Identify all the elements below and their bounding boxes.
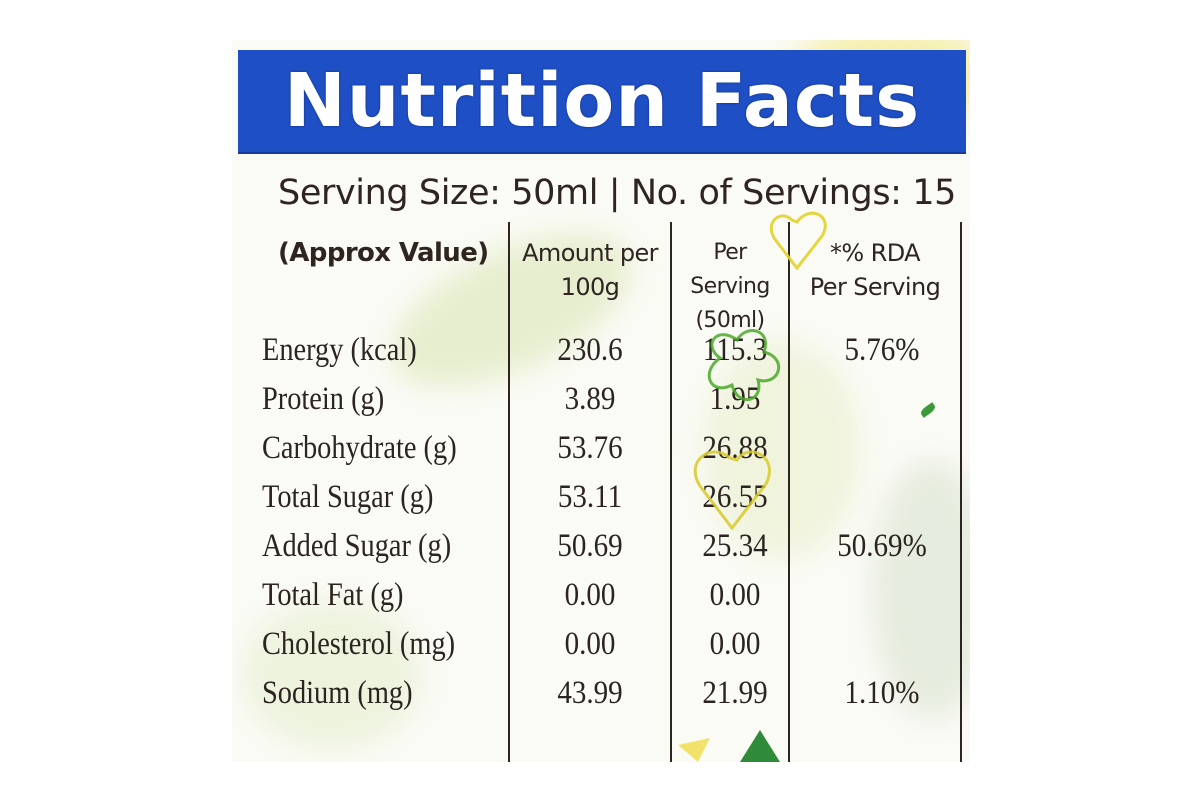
amount-per-100g: 53.11 [557,479,623,515]
column-header-approx: (Approx Value) [278,238,489,268]
amount-per-serving: 0.00 [709,577,761,613]
amount-per-100g: 53.76 [557,430,623,466]
rda-percent [803,375,961,424]
amount-per-serving: 26.88 [702,430,768,466]
nutrient-row-sodium: Sodium (mg) 43.99 21.99 1.10% [232,669,970,718]
nutrient-name: Sodium (mg) [262,675,413,711]
nutrient-row-cholesterol: Cholesterol (mg) 0.00 0.00 [232,620,970,669]
nutrient-row-carbohydrate: Carbohydrate (g) 53.76 26.88 [232,424,970,473]
nutrient-row-energy: Energy (kcal) 230.6 115.3 5.76% [232,326,970,375]
nutrient-name: Protein (g) [262,381,385,417]
column-header-per-100g: Amount per 100g [522,239,658,301]
amount-per-100g: 0.00 [564,577,616,613]
nutrient-row-protein: Protein (g) 3.89 1.95 [232,375,970,424]
rda-percent [803,424,961,473]
amount-per-100g: 3.89 [564,381,616,417]
column-divider [508,222,510,762]
column-divider [670,222,672,762]
amount-per-100g: 43.99 [557,675,623,711]
rda-percent: 1.10% [844,675,920,711]
amount-per-100g: 230.6 [557,332,623,368]
column-divider [788,222,790,762]
amount-per-serving: 21.99 [702,675,768,711]
rda-percent: 50.69% [837,528,927,564]
nutrition-label: Nutrition Facts Serving Size: 50ml | No.… [232,40,970,762]
nutrient-name: Total Fat (g) [262,577,404,613]
label-title: Nutrition Facts [283,58,921,144]
nutrient-name: Added Sugar (g) [262,528,452,564]
nutrient-row-total-fat: Total Fat (g) 0.00 0.00 [232,571,970,620]
nutrient-name: Carbohydrate (g) [262,430,457,466]
nutrient-name: Energy (kcal) [262,332,417,368]
amount-per-serving: 25.34 [702,528,768,564]
serving-info: Serving Size: 50ml | No. of Servings: 15 [278,173,957,213]
nutrient-name: Total Sugar (g) [262,479,434,515]
green-triangle-decoration [740,730,780,762]
nutrient-row-total-sugar: Total Sugar (g) 53.11 26.55 [232,473,970,522]
rda-percent: 5.76% [844,332,920,368]
column-header-rda: *% RDA Per Serving [809,239,941,301]
amount-per-100g: 50.69 [557,528,623,564]
amount-per-serving: 26.55 [702,479,768,515]
column-divider [960,222,962,762]
amount-per-100g: 0.00 [564,626,616,662]
rda-percent [803,473,961,522]
rda-percent [803,620,961,669]
label-header: Nutrition Facts [238,50,966,154]
amount-per-serving: 1.95 [709,381,761,417]
column-header-per-serving: Per Serving (50ml) [690,240,770,333]
nutrient-name: Cholesterol (mg) [262,626,456,662]
yellow-triangle-decoration [678,738,710,762]
amount-per-serving: 115.3 [702,332,768,368]
nutrient-row-added-sugar: Added Sugar (g) 50.69 25.34 50.69% [232,522,970,571]
rda-percent [803,571,961,620]
amount-per-serving: 0.00 [709,626,761,662]
